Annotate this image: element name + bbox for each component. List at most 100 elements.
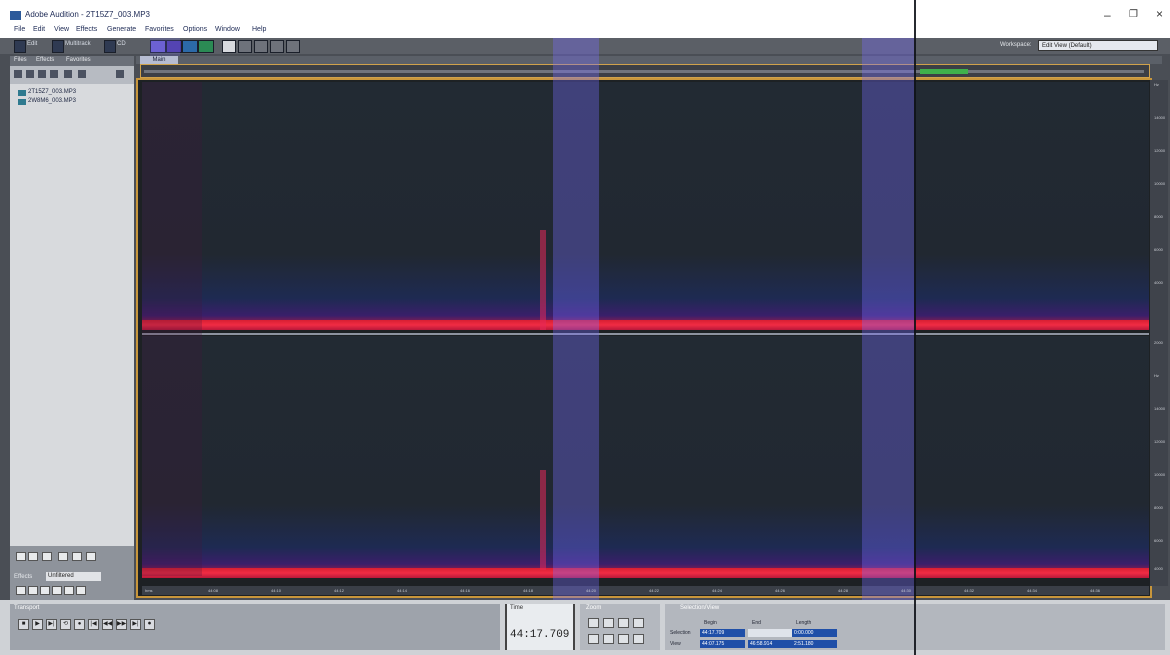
record-button[interactable]: ● xyxy=(74,619,85,630)
channel-right-low-freq-band xyxy=(142,568,1149,578)
ruler-tick-label: 44:12 xyxy=(334,588,345,593)
multitrack-view-icon[interactable] xyxy=(52,40,64,53)
overview-view-range[interactable] xyxy=(920,69,968,74)
options-icon[interactable] xyxy=(116,70,124,78)
menu-generate[interactable]: Generate xyxy=(107,26,137,33)
menu-effects[interactable]: Effects xyxy=(76,26,98,33)
info-icon[interactable] xyxy=(64,586,74,595)
tab-main[interactable]: Main xyxy=(140,56,178,64)
zoom-right-edge-icon[interactable] xyxy=(633,634,644,644)
loop-file-icon[interactable] xyxy=(78,70,86,78)
show-video-icon[interactable] xyxy=(58,552,68,561)
zoom-full-icon[interactable] xyxy=(588,634,599,644)
menu-bar xyxy=(0,24,1170,38)
minimize-button[interactable]: – xyxy=(1104,8,1111,22)
insert-multitrack-icon[interactable] xyxy=(50,70,58,78)
edit-view-icon[interactable] xyxy=(14,40,26,53)
time-panel xyxy=(505,604,575,650)
play-file-icon[interactable] xyxy=(64,70,72,78)
record-arm-button[interactable]: ⏺ xyxy=(144,619,155,630)
phase-view-icon[interactable] xyxy=(198,40,214,53)
selection-length-field[interactable]: 0:00.000 xyxy=(792,629,837,637)
workspace-select[interactable]: Edit View (Default) xyxy=(1038,40,1158,51)
loop-button[interactable]: ⟲ xyxy=(60,619,71,630)
marquee-tool-icon[interactable] xyxy=(238,40,252,53)
ruler-tick-label: 44:08 xyxy=(208,588,219,593)
timeline-ruler[interactable] xyxy=(142,586,1149,595)
file-item[interactable]: 2W8M6_003.MP3 xyxy=(28,98,77,104)
maximize-button[interactable]: ❐ xyxy=(1129,9,1138,20)
menu-edit[interactable]: Edit xyxy=(33,26,46,33)
fast-forward-button[interactable]: ▶▶ xyxy=(116,619,127,630)
filter-icon[interactable] xyxy=(28,586,38,595)
app-icon xyxy=(10,11,21,20)
tab-files[interactable]: Files xyxy=(14,57,27,63)
multitrack-view-label[interactable]: Multitrack xyxy=(65,41,91,47)
show-cues-icon[interactable] xyxy=(28,552,38,561)
ruler-tick-label: 44:10 xyxy=(271,588,282,593)
menu-options[interactable]: Options xyxy=(183,26,208,33)
playhead-cursor[interactable] xyxy=(914,0,916,655)
spot-healing-tool-icon[interactable] xyxy=(286,40,300,53)
delete-icon[interactable] xyxy=(52,586,62,595)
go-to-end-button[interactable]: ▶| xyxy=(130,619,141,630)
show-loops-icon[interactable] xyxy=(42,552,52,561)
selection-end-field[interactable] xyxy=(748,629,793,637)
editor-tab-strip xyxy=(136,56,1162,64)
view-length-field[interactable]: 2:51.180 xyxy=(792,640,837,648)
rewind-button[interactable]: ◀◀ xyxy=(102,619,113,630)
menu-file[interactable]: File xyxy=(14,26,26,33)
edit-view-label[interactable]: Edit xyxy=(27,41,38,47)
end-header: End xyxy=(752,620,761,626)
waveform-view-icon[interactable] xyxy=(150,40,166,53)
show-files-icon[interactable] xyxy=(16,552,26,561)
ruler-tick-label: 44:22 xyxy=(649,588,660,593)
tab-effects[interactable]: Effects xyxy=(36,57,55,63)
new-icon[interactable] xyxy=(40,586,50,595)
spectral-region xyxy=(142,82,202,576)
stop-button[interactable]: ■ xyxy=(18,619,29,630)
show-midi-icon[interactable] xyxy=(72,552,82,561)
cd-view-label[interactable]: CD xyxy=(117,41,126,47)
selection-highlight xyxy=(862,38,914,600)
tab-favorites[interactable]: Favorites xyxy=(66,57,91,63)
zoom-in-horizontal-icon[interactable] xyxy=(588,618,599,628)
lasso-tool-icon[interactable] xyxy=(254,40,268,53)
spectral-view-icon[interactable] xyxy=(166,40,182,53)
sort-icon[interactable] xyxy=(16,586,26,595)
view-begin-field[interactable]: 44:07.175 xyxy=(700,640,745,648)
zoom-out-horizontal-icon[interactable] xyxy=(603,618,614,628)
menu-favorites[interactable]: Favorites xyxy=(145,26,174,33)
ruler-tick-label: 44:14 xyxy=(397,588,408,593)
zoom-left-edge-icon[interactable] xyxy=(618,634,629,644)
menu-window[interactable]: Window xyxy=(215,26,240,33)
file-item[interactable]: 2T15Z7_003.MP3 xyxy=(28,89,77,95)
pan-view-icon[interactable] xyxy=(182,40,198,53)
view-end-field[interactable]: 46:58.914 xyxy=(748,640,793,648)
file-list xyxy=(10,84,134,546)
show-full-paths-icon[interactable] xyxy=(86,552,96,561)
time-selection-tool-icon[interactable] xyxy=(222,40,236,53)
zoom-in-vertical-icon[interactable] xyxy=(618,618,629,628)
close-button[interactable]: × xyxy=(1156,7,1164,21)
audio-file-icon xyxy=(18,90,26,96)
play-to-end-button[interactable]: ▶| xyxy=(46,619,57,630)
freq-tick-label: 14000 xyxy=(1154,406,1166,411)
channel-left-spectrogram[interactable] xyxy=(142,82,1149,328)
menu-help[interactable]: Help xyxy=(252,26,267,33)
open-file-icon[interactable] xyxy=(26,70,34,78)
import-file-icon[interactable] xyxy=(14,70,22,78)
refresh-icon[interactable] xyxy=(76,586,86,595)
go-to-start-button[interactable]: |◀ xyxy=(88,619,99,630)
cd-view-icon[interactable] xyxy=(104,40,116,53)
zoom-out-vertical-icon[interactable] xyxy=(633,618,644,628)
play-button[interactable]: ▶ xyxy=(32,619,43,630)
menu-view[interactable]: View xyxy=(54,26,70,33)
zoom-selection-icon[interactable] xyxy=(603,634,614,644)
selection-begin-field[interactable]: 44:17.709 xyxy=(700,629,745,637)
effects-filter-select[interactable]: Unfiltered xyxy=(46,572,101,581)
close-file-icon[interactable] xyxy=(38,70,46,78)
brush-tool-icon[interactable] xyxy=(270,40,284,53)
ruler-tick-label: hms xyxy=(145,588,153,593)
channel-right-spectrogram[interactable] xyxy=(142,336,1149,576)
